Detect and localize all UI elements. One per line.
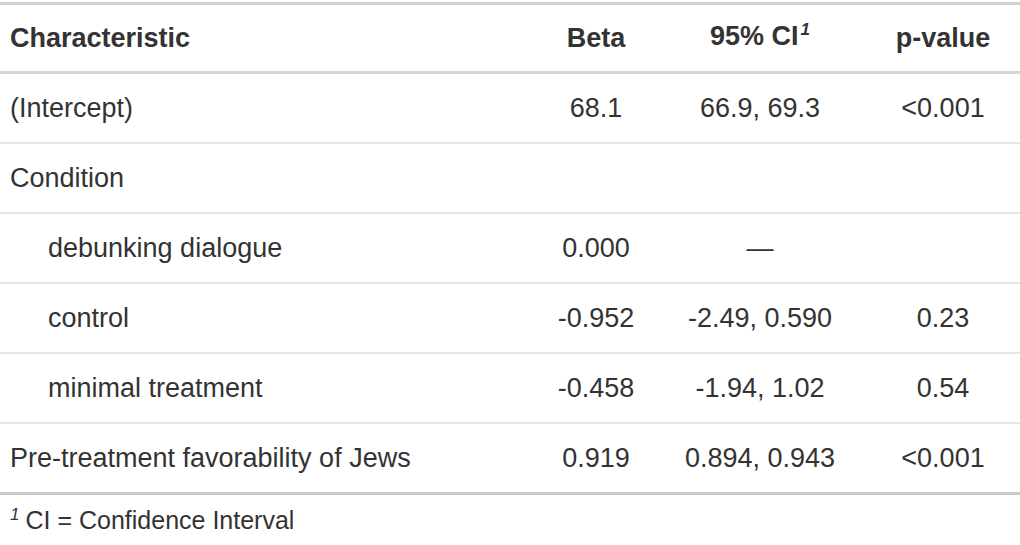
beta-value: -0.952 xyxy=(538,283,654,353)
pvalue-value xyxy=(866,143,1020,213)
table-footer: 1 CI = Confidence Interval xyxy=(0,494,1020,545)
row-label: Condition xyxy=(0,143,538,213)
col-header-pvalue: p-value xyxy=(866,4,1020,73)
table-row-control: control -0.952 -2.49, 0.590 0.23 xyxy=(0,283,1020,353)
beta-value: -0.458 xyxy=(538,353,654,423)
col-header-pvalue-label: p-value xyxy=(896,23,991,53)
row-label-indented: debunking dialogue xyxy=(0,213,538,283)
table-row-debunking-dialogue: debunking dialogue 0.000 — xyxy=(0,213,1020,283)
ci-footnote-mark: 1 xyxy=(801,20,810,39)
row-label-indented: minimal treatment xyxy=(0,353,538,423)
col-header-characteristic-label: Characteristic xyxy=(10,23,190,53)
pvalue-value: <0.001 xyxy=(866,423,1020,494)
ci-value: — xyxy=(654,213,866,283)
ci-value: -1.94, 1.02 xyxy=(654,353,866,423)
ci-value xyxy=(654,143,866,213)
table-row-intercept: (Intercept) 68.1 66.9, 69.3 <0.001 xyxy=(0,73,1020,144)
ci-value: -2.49, 0.590 xyxy=(654,283,866,353)
pvalue-value: 0.54 xyxy=(866,353,1020,423)
table-header: Characteristic Beta 95% CI1 p-value xyxy=(0,4,1020,73)
beta-value: 0.000 xyxy=(538,213,654,283)
footnote-text: CI = Confidence Interval xyxy=(25,506,294,534)
beta-value: 0.919 xyxy=(538,423,654,494)
ci-value: 0.894, 0.943 xyxy=(654,423,866,494)
table-body: (Intercept) 68.1 66.9, 69.3 <0.001 Condi… xyxy=(0,73,1020,494)
col-header-ci-label: 95% CI xyxy=(710,21,799,51)
pvalue-value: 0.23 xyxy=(866,283,1020,353)
footnote: 1 CI = Confidence Interval xyxy=(0,494,1020,545)
table-row-pretreatment-favorability: Pre-treatment favorability of Jews 0.919… xyxy=(0,423,1020,494)
row-label-indented: control xyxy=(0,283,538,353)
col-header-ci: 95% CI1 xyxy=(654,4,866,73)
table-row-condition-group: Condition xyxy=(0,143,1020,213)
pvalue-value xyxy=(866,213,1020,283)
footnote-row: 1 CI = Confidence Interval xyxy=(0,494,1020,545)
header-row: Characteristic Beta 95% CI1 p-value xyxy=(0,4,1020,73)
col-header-beta: Beta xyxy=(538,4,654,73)
footnote-mark: 1 xyxy=(10,505,19,524)
beta-value: 68.1 xyxy=(538,73,654,144)
beta-value xyxy=(538,143,654,213)
regression-summary-table: Characteristic Beta 95% CI1 p-value (Int… xyxy=(0,2,1020,545)
row-label: (Intercept) xyxy=(0,73,538,144)
row-label: Pre-treatment favorability of Jews xyxy=(0,423,538,494)
ci-value: 66.9, 69.3 xyxy=(654,73,866,144)
col-header-beta-label: Beta xyxy=(567,23,626,53)
table-row-minimal-treatment: minimal treatment -0.458 -1.94, 1.02 0.5… xyxy=(0,353,1020,423)
col-header-characteristic: Characteristic xyxy=(0,4,538,73)
pvalue-value: <0.001 xyxy=(866,73,1020,144)
